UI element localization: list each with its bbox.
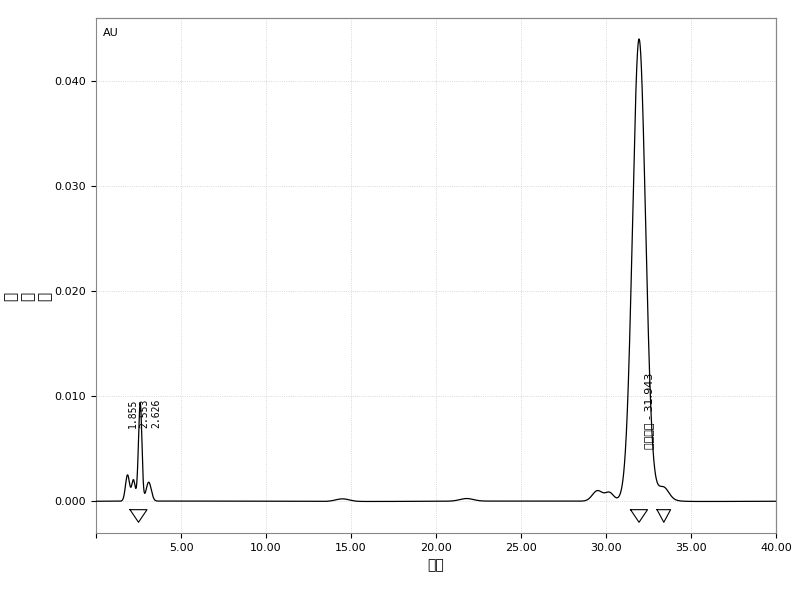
Text: AU: AU [102,28,118,38]
Text: 叶蔻碑箍 - 31.943: 叶蔻碑箍 - 31.943 [644,372,654,449]
Text: 吸
光
度: 吸 光 度 [3,291,53,301]
Text: 1.855
2.553
2.626: 1.855 2.553 2.626 [128,398,161,427]
X-axis label: 分钟: 分钟 [428,558,444,572]
